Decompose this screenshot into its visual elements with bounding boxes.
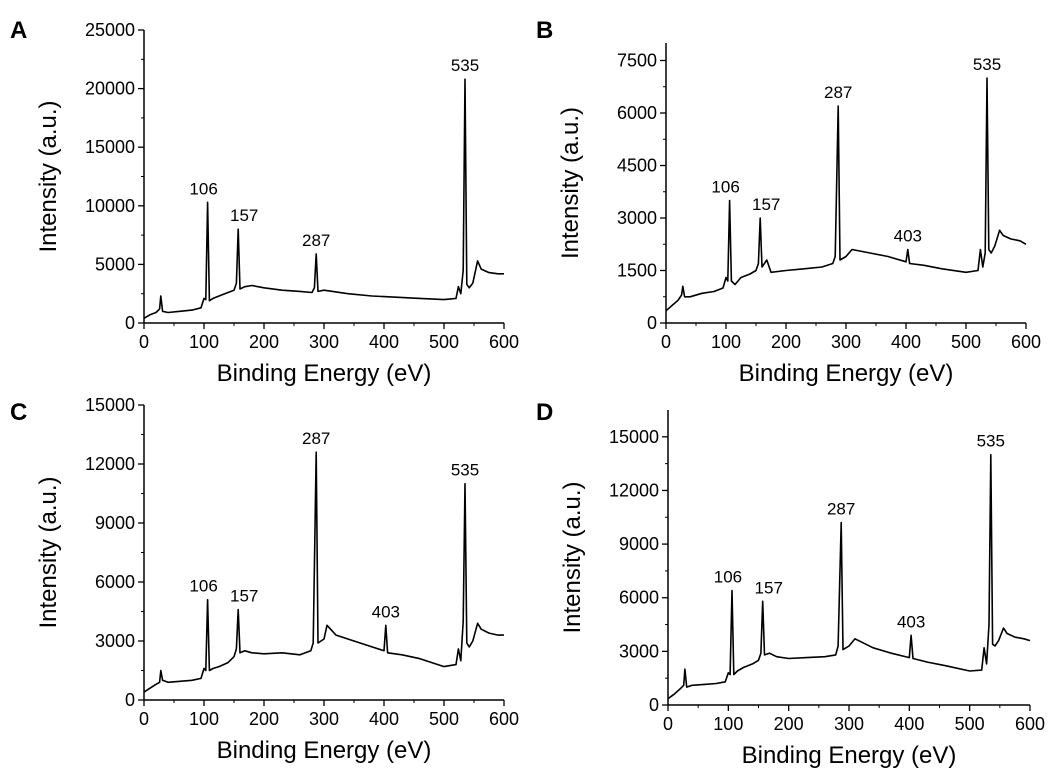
peak-label: 157 <box>230 206 258 225</box>
x-tick-label: 300 <box>309 332 339 352</box>
y-axis-title: Intensity (a.u.) <box>35 476 62 628</box>
peak-label: 535 <box>451 56 479 75</box>
y-tick-label: 6000 <box>617 103 657 123</box>
y-tick-label: 6000 <box>95 572 135 592</box>
panel-letter: D <box>536 399 553 426</box>
y-tick-label: 3000 <box>619 641 659 661</box>
panel-letter: B <box>536 17 553 44</box>
peak-label: 287 <box>302 231 330 250</box>
peak-label: 535 <box>451 461 479 480</box>
x-tick-label: 400 <box>369 332 399 352</box>
x-tick-label: 100 <box>189 332 219 352</box>
x-tick-label: 200 <box>771 332 801 352</box>
y-tick-label: 1500 <box>617 261 657 281</box>
x-tick-label: 500 <box>429 709 459 729</box>
x-tick-label: 600 <box>489 709 519 729</box>
y-tick-label: 7500 <box>617 51 657 71</box>
y-tick-label: 15000 <box>85 395 135 415</box>
peak-label: 287 <box>302 429 330 448</box>
peak-label: 535 <box>977 432 1005 451</box>
x-tick-label: 400 <box>891 332 921 352</box>
peak-label: 157 <box>755 578 783 597</box>
x-tick-label: 600 <box>1011 332 1041 352</box>
y-tick-label: 4500 <box>617 156 657 176</box>
x-tick-label: 600 <box>489 332 519 352</box>
y-tick-label: 6000 <box>619 588 659 608</box>
panel-b: B0 100 200 300 400 500 60001500300045006000750… <box>536 17 1041 387</box>
x-tick-label: 0 <box>663 714 673 734</box>
y-tick-label: 5000 <box>95 254 135 274</box>
y-tick-label: 12000 <box>609 480 659 500</box>
y-tick-label: 9000 <box>619 534 659 554</box>
peak-label: 287 <box>827 500 855 519</box>
y-tick-label: 15000 <box>85 137 135 157</box>
peak-label: 535 <box>973 55 1001 74</box>
x-axis-title: Binding Energy (eV) <box>217 360 432 387</box>
peak-label: 106 <box>714 568 742 587</box>
y-tick-label: 3000 <box>95 631 135 651</box>
x-axis-title: Binding Energy (eV) <box>742 742 957 769</box>
peak-label: 157 <box>752 195 780 214</box>
y-tick-label: 20000 <box>85 79 135 99</box>
panel-c: C0 100 200 300 400 500 60003000600090001200015… <box>10 395 519 764</box>
x-tick-label: 500 <box>955 714 985 734</box>
x-tick-label: 300 <box>834 714 864 734</box>
panel-d: D0 100 200 300 400 500 60003000600090001200015… <box>536 399 1045 769</box>
peak-label: 403 <box>897 612 925 631</box>
y-tick-label: 10000 <box>85 196 135 216</box>
y-tick-label: 0 <box>125 690 135 710</box>
x-tick-label: 600 <box>1015 714 1045 734</box>
x-tick-label: 0 <box>139 332 149 352</box>
x-axis-title: Binding Energy (eV) <box>739 360 954 387</box>
spectrum-line <box>665 77 1027 312</box>
panel-a: A 0 100 200 300 400 500 600 0 5000 10000 15000 20000… <box>10 17 519 387</box>
y-tick-label: 0 <box>649 695 659 715</box>
x-tick-label: 100 <box>713 714 743 734</box>
y-tick-label: 25000 <box>85 20 135 40</box>
spectrum-line <box>143 451 504 693</box>
y-tick-label: 12000 <box>85 454 135 474</box>
y-tick-label: 0 <box>125 313 135 333</box>
panel-letter: C <box>10 399 27 426</box>
x-tick-label: 400 <box>894 714 924 734</box>
peak-label: 403 <box>894 227 922 246</box>
peak-label: 106 <box>189 179 217 198</box>
x-tick-label: 200 <box>774 714 804 734</box>
y-tick-label: 0 <box>647 313 657 333</box>
y-axis-title: Intensity (a.u.) <box>557 107 584 259</box>
x-tick-label: 100 <box>189 709 219 729</box>
x-axis-title: Binding Energy (eV) <box>217 737 432 764</box>
peak-label: 157 <box>230 587 258 606</box>
y-axis-title: Intensity (a.u.) <box>559 481 586 633</box>
x-tick-label: 500 <box>429 332 459 352</box>
spectrum-line <box>667 453 1031 700</box>
peak-label: 287 <box>824 83 852 102</box>
y-tick-label: 9000 <box>95 513 135 533</box>
y-tick-label: 15000 <box>609 427 659 447</box>
x-tick-label: 300 <box>309 709 339 729</box>
x-tick-label: 100 <box>711 332 741 352</box>
y-tick-label: 3000 <box>617 208 657 228</box>
peak-label: 403 <box>372 602 400 621</box>
peak-label: 106 <box>711 178 739 197</box>
panel-letter: A <box>10 17 27 44</box>
x-tick-label: 200 <box>249 332 279 352</box>
x-tick-label: 0 <box>661 332 671 352</box>
x-tick-label: 300 <box>831 332 861 352</box>
x-tick-label: 200 <box>249 709 279 729</box>
peak-label: 106 <box>189 577 217 596</box>
y-axis-title: Intensity (a.u.) <box>35 100 62 252</box>
spectrum-line <box>143 78 504 319</box>
x-tick-label: 400 <box>369 709 399 729</box>
x-tick-label: 500 <box>951 332 981 352</box>
x-tick-label: 0 <box>139 709 149 729</box>
